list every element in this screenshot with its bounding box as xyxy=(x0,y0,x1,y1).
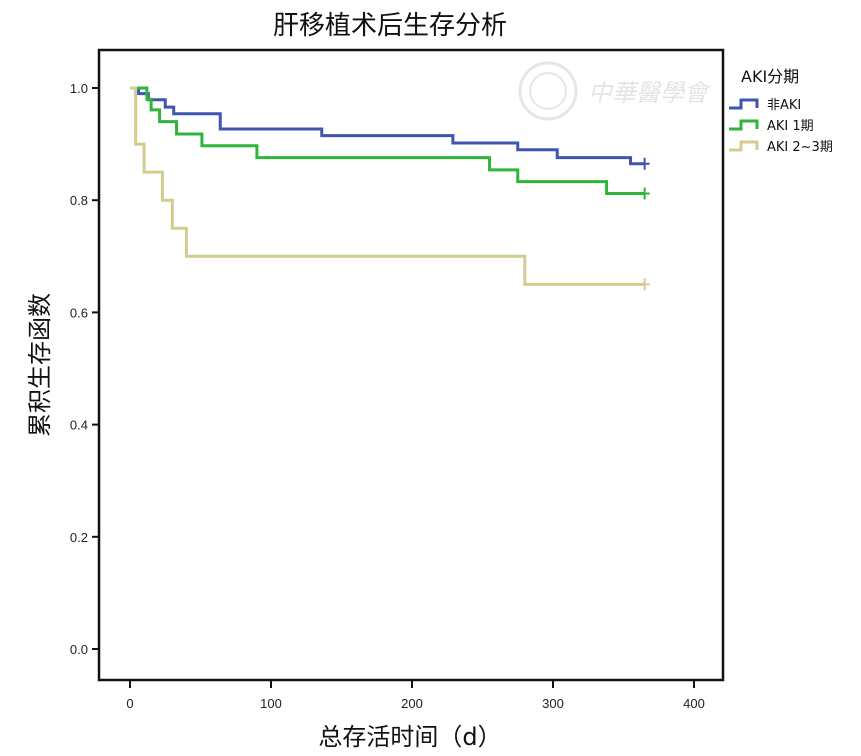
censor-mark xyxy=(639,278,650,291)
censor-mark xyxy=(639,187,650,200)
y-tick-label: 1.0 xyxy=(70,81,88,96)
legend: AKI分期 非AKI AKI 1期 AKI 2~3期 xyxy=(729,67,833,155)
plot-frame xyxy=(97,48,725,682)
x-tick-label: 400 xyxy=(683,696,705,711)
watermark: 中華醫學會 xyxy=(518,61,711,121)
watermark-text: 中華醫學會 xyxy=(588,79,711,107)
legend-item-label: AKI 1期 xyxy=(767,119,814,134)
x-tick-label: 100 xyxy=(260,696,282,711)
legend-item-label: AKI 2~3期 xyxy=(767,140,833,155)
legend-item-label: 非AKI xyxy=(767,98,801,113)
y-axis-label: 累积生存函数 xyxy=(26,293,54,437)
y-tick-label: 0.8 xyxy=(70,193,88,208)
x-tick-label: 200 xyxy=(401,696,423,711)
legend-swatch xyxy=(729,98,759,110)
x-tick-label: 0 xyxy=(126,696,133,711)
watermark-seal-inner xyxy=(529,72,567,110)
legend-title: AKI分期 xyxy=(741,67,799,86)
chart-title: 肝移植术后生存分析 xyxy=(273,11,507,41)
legend-swatch xyxy=(729,140,759,152)
y-tick-label: 0.0 xyxy=(70,642,88,657)
legend-swatch xyxy=(729,119,759,131)
survival-curve-0 xyxy=(130,86,645,166)
censor-mark xyxy=(639,157,650,170)
y-tick-label: 0.4 xyxy=(70,418,88,433)
y-tick-label: 0.6 xyxy=(70,305,88,320)
watermark-seal xyxy=(518,61,578,121)
survival-curve-2 xyxy=(130,86,645,286)
x-tick-label: 300 xyxy=(542,696,564,711)
y-tick-label: 0.2 xyxy=(70,530,88,545)
survival-curve-1 xyxy=(130,86,645,195)
x-axis-label: 总存活时间（d） xyxy=(318,723,501,751)
